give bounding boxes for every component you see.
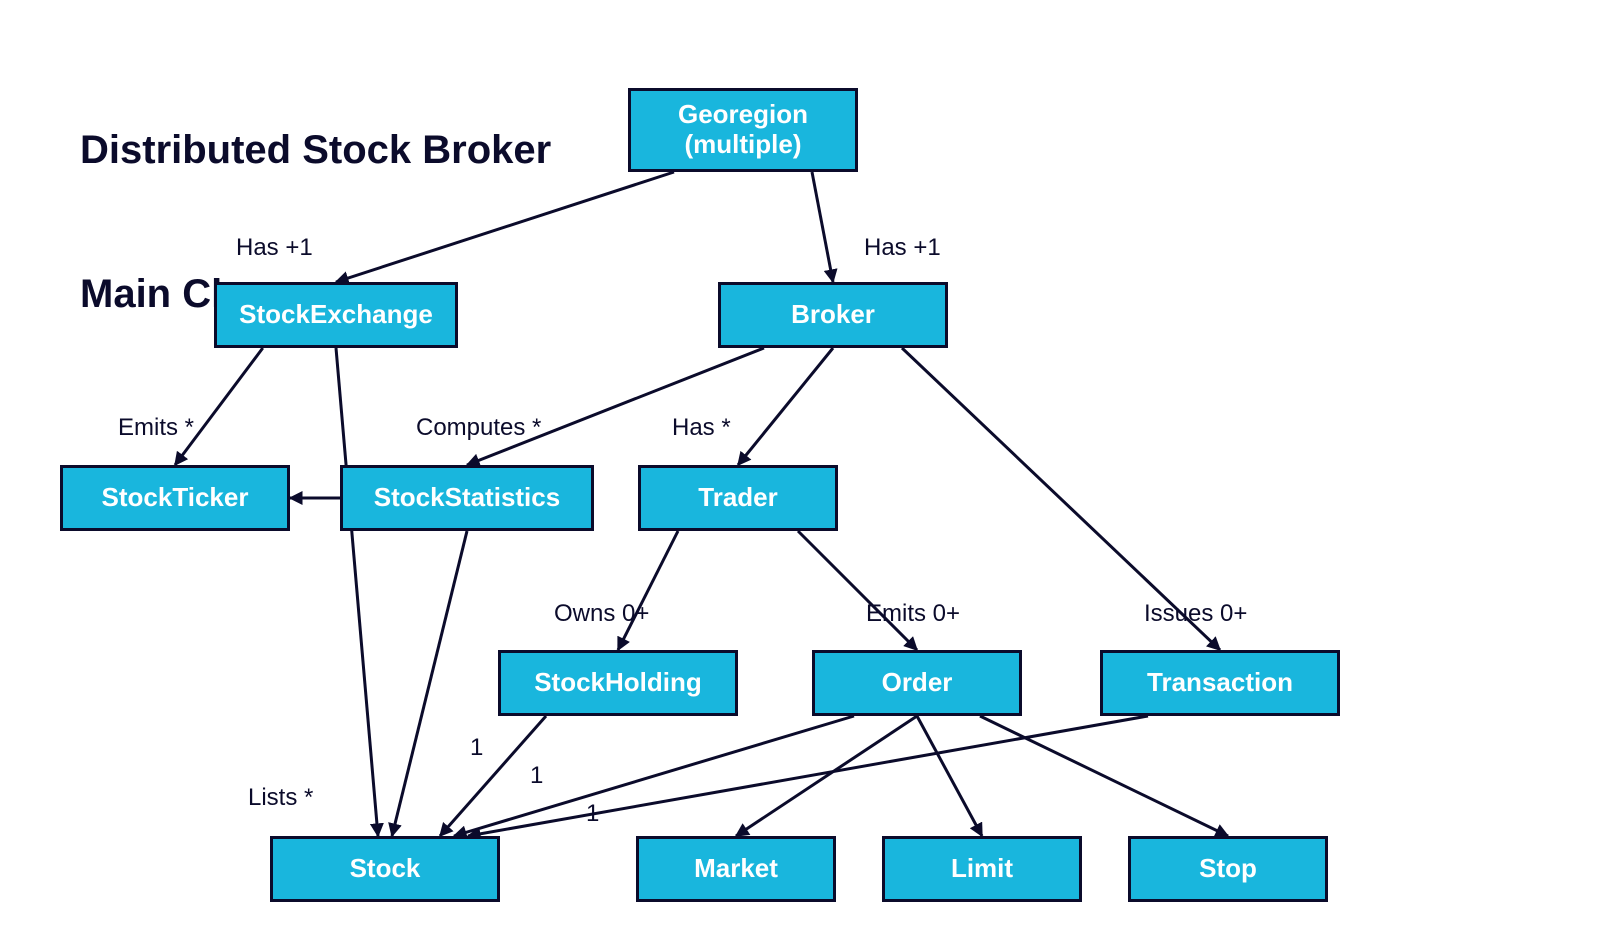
node-limit: Limit xyxy=(882,836,1082,902)
node-stockstatistics: StockStatistics xyxy=(340,465,594,531)
node-transaction: Transaction xyxy=(1100,650,1340,716)
diagram-stage: Distributed Stock Broker Main Classes Ge… xyxy=(0,0,1600,925)
edge-trader-holding xyxy=(618,531,678,650)
node-trader: Trader xyxy=(638,465,838,531)
edge-transaction-stock xyxy=(468,716,1148,836)
edge-order-market xyxy=(736,716,917,836)
edge-label-trader-holding: Owns 0+ xyxy=(554,600,649,628)
node-stockticker: StockTicker xyxy=(60,465,290,531)
edge-label-transaction-stock: 1 xyxy=(586,800,599,828)
edge-order-limit xyxy=(917,716,982,836)
node-broker: Broker xyxy=(718,282,948,348)
edge-label-trader-order: Emits 0+ xyxy=(866,600,960,628)
edge-label-order-stock: 1 xyxy=(530,762,543,790)
node-order: Order xyxy=(812,650,1022,716)
diagram-title: Distributed Stock Broker Main Classes xyxy=(80,30,551,414)
edge-label-broker-stats: Computes * xyxy=(416,414,541,442)
edge-label-exchange-ticker: Emits * xyxy=(118,414,194,442)
edge-order-stop xyxy=(980,716,1228,836)
node-stop: Stop xyxy=(1128,836,1328,902)
node-stock: Stock xyxy=(270,836,500,902)
edge-stats-stock xyxy=(392,531,467,836)
edge-label-geo-broker: Has +1 xyxy=(864,234,941,262)
edge-exchange-stock xyxy=(336,348,378,836)
node-georegion: Georegion (multiple) xyxy=(628,88,858,172)
edge-label-broker-transaction: Issues 0+ xyxy=(1144,600,1247,628)
edge-label-exchange-stock: Lists * xyxy=(248,784,313,812)
edge-geo-broker xyxy=(812,172,833,282)
edge-broker-trader xyxy=(738,348,833,465)
edge-label-geo-exchange: Has +1 xyxy=(236,234,313,262)
edge-label-holding-stock: 1 xyxy=(470,734,483,762)
node-market: Market xyxy=(636,836,836,902)
title-line-1: Distributed Stock Broker xyxy=(80,126,551,174)
edge-trader-order xyxy=(798,531,917,650)
node-stockexchange: StockExchange xyxy=(214,282,458,348)
edge-label-broker-trader: Has * xyxy=(672,414,731,442)
node-stockholding: StockHolding xyxy=(498,650,738,716)
edge-order-stock xyxy=(454,716,854,836)
